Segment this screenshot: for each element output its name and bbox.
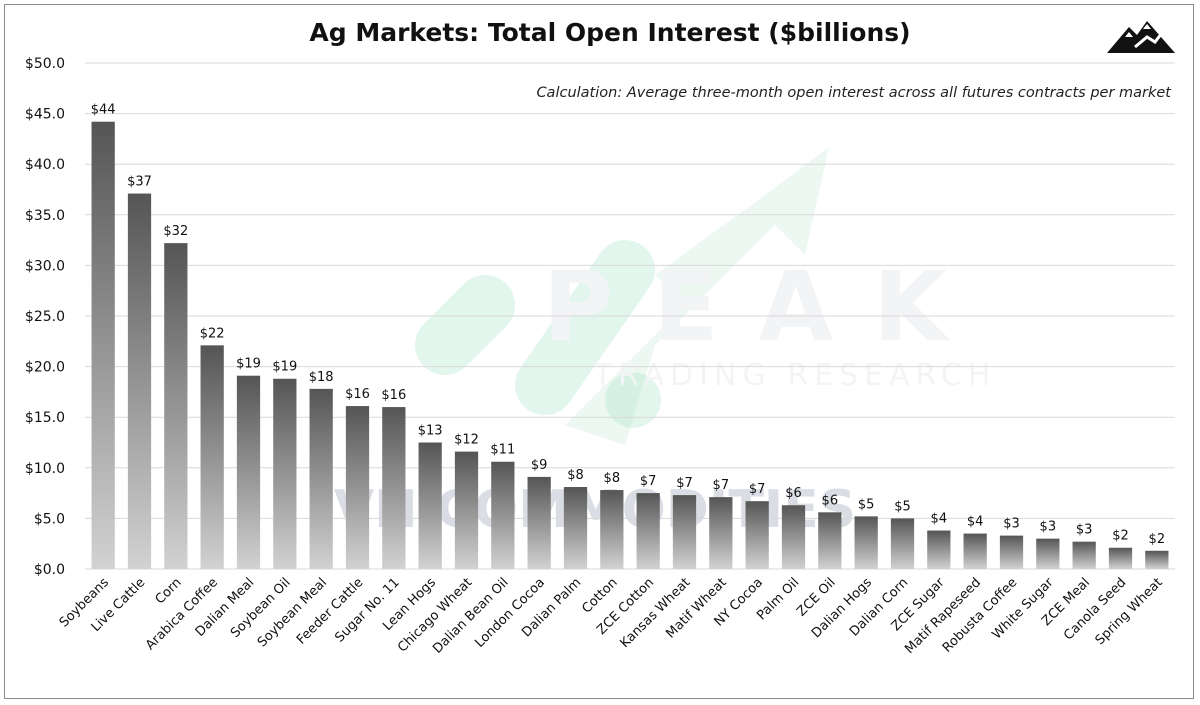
bar: [382, 407, 406, 569]
y-tick-label: $25.0: [25, 309, 65, 325]
bar: [345, 406, 370, 569]
data-label: $13: [418, 424, 443, 439]
y-tick-label: $20.0: [25, 360, 65, 376]
data-label: $4: [967, 515, 984, 530]
bar: [164, 243, 188, 570]
data-label: $7: [713, 478, 730, 493]
bar: [1145, 550, 1169, 569]
bar: [927, 530, 951, 569]
data-label: $19: [236, 357, 261, 372]
bar: [781, 505, 806, 569]
bar-chart: Ag Markets: Total Open Interest ($billio…: [25, 18, 1175, 657]
data-label: $2: [1112, 529, 1129, 544]
bar: [600, 490, 624, 569]
bar: [1036, 538, 1060, 569]
watermark-brand-sub: TRADING RESEARCH: [593, 358, 997, 393]
bar: [999, 535, 1024, 569]
bar: [1108, 547, 1133, 569]
bar: [854, 516, 878, 569]
data-label: $6: [785, 486, 802, 501]
y-tick-label: $45.0: [25, 107, 65, 123]
data-label: $37: [127, 175, 152, 190]
bar: [1072, 541, 1096, 569]
data-label: $32: [163, 224, 188, 239]
bar: [709, 497, 733, 569]
data-label: $6: [822, 493, 839, 508]
bar: [563, 487, 588, 569]
y-tick-label: $35.0: [25, 208, 65, 224]
bar: [200, 345, 224, 569]
data-label: $8: [567, 468, 584, 483]
y-tick-label: $30.0: [25, 258, 65, 274]
data-label: $7: [676, 476, 693, 491]
bar: [418, 442, 442, 569]
y-axis: $0.0 $5.0 $10.0 $15.0 $20.0 $25.0 $30.0 $35.0 $4…: [25, 56, 65, 578]
bars: [91, 121, 1169, 570]
y-tick-label: $40.0: [25, 157, 65, 173]
data-label: $3: [1040, 520, 1057, 535]
data-label: $5: [858, 497, 875, 512]
bar: [309, 388, 333, 569]
data-label: $2: [1149, 532, 1166, 547]
bar: [273, 378, 297, 569]
watermark-brand: PEAK: [543, 251, 988, 363]
data-label: $22: [200, 326, 225, 341]
data-label: $16: [345, 387, 370, 402]
data-label: $8: [604, 471, 621, 486]
bar: [491, 461, 515, 569]
bar: [91, 121, 115, 570]
data-label: $4: [931, 512, 948, 527]
bar: [454, 451, 479, 569]
data-label: $12: [454, 433, 479, 448]
watermark-arrow-icon: [565, 147, 829, 445]
x-tick-label: Spring Wheat: [1093, 575, 1166, 648]
bar: [672, 495, 697, 569]
y-tick-label: $0.0: [34, 562, 65, 578]
data-label: $3: [1076, 523, 1093, 538]
y-tick-label: $10.0: [25, 461, 65, 477]
bar: [890, 518, 915, 569]
data-label: $44: [91, 103, 116, 118]
data-label: $5: [894, 499, 911, 514]
bar: [636, 493, 660, 569]
y-tick-label: $50.0: [25, 56, 65, 72]
watermark-overlay: VN COMMODITIES: [334, 480, 856, 540]
data-label: $19: [272, 360, 297, 375]
y-tick-label: $5.0: [34, 511, 65, 527]
data-label: $3: [1003, 517, 1020, 532]
data-label: $9: [531, 458, 548, 473]
data-label: $16: [381, 388, 406, 403]
data-label: $7: [749, 482, 766, 497]
gridlines: [85, 62, 1175, 570]
bar: [818, 512, 842, 569]
bar: [236, 375, 261, 569]
data-label: $18: [309, 370, 334, 385]
chart-frame: Ag Markets: Total Open Interest ($billio…: [4, 4, 1194, 699]
bar: [745, 501, 769, 569]
chart-subtitle: Calculation: Average three-month open in…: [536, 85, 1172, 101]
data-labels: $44 $37 $32 $22 $19 $19 $18 $16 $16 $13 $12 $11 $9 $8…: [91, 103, 1165, 547]
mountain-logo-icon: [1107, 21, 1175, 53]
chart-title: Ag Markets: Total Open Interest ($billio…: [309, 18, 910, 47]
x-tick-label: Corn: [153, 575, 185, 607]
bar: [527, 476, 551, 569]
bar: [127, 193, 152, 569]
data-label: $7: [640, 474, 657, 489]
bar: [963, 533, 987, 569]
y-tick-label: $15.0: [25, 410, 65, 426]
watermark: PEAK TRADING RESEARCH VN COMMODITIES: [334, 147, 997, 540]
data-label: $11: [490, 443, 515, 458]
